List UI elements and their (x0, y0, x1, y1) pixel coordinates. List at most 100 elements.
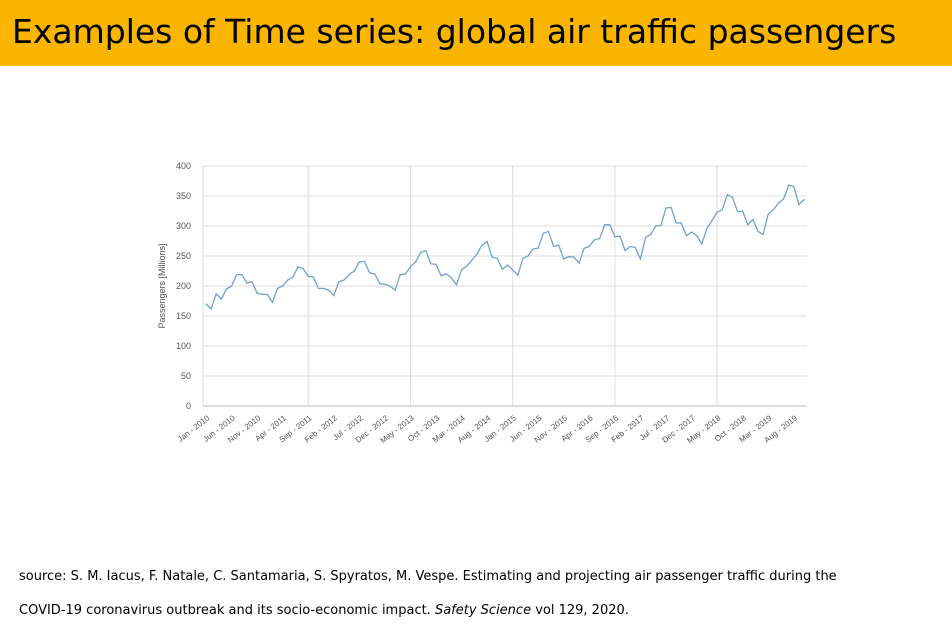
data-point (675, 222, 677, 224)
data-point (276, 287, 279, 289)
data-point (655, 225, 657, 227)
data-point (690, 231, 693, 233)
data-point (287, 279, 289, 281)
data-point (680, 222, 682, 224)
data-point (501, 268, 504, 270)
data-point (440, 275, 442, 277)
data-point (629, 245, 631, 247)
data-point (803, 199, 805, 201)
data-point (466, 265, 468, 267)
data-point (404, 273, 406, 275)
data-point (205, 303, 207, 305)
y-tick-label: 200 (176, 281, 191, 291)
data-point (271, 301, 274, 303)
data-point (420, 251, 422, 253)
data-point (798, 203, 800, 205)
y-tick-label: 100 (176, 341, 191, 351)
data-point (292, 276, 294, 278)
data-point (665, 207, 667, 209)
data-point (506, 264, 509, 266)
data-point (450, 277, 452, 279)
data-point (624, 250, 626, 252)
data-point (333, 295, 335, 297)
data-point (696, 235, 698, 237)
data-point (588, 245, 590, 247)
data-point (409, 266, 412, 268)
series-line (205, 184, 805, 310)
data-point (660, 224, 662, 226)
data-point (374, 273, 376, 275)
title-bar: Examples of Time series: global air traf… (0, 0, 952, 66)
data-point (338, 281, 340, 283)
data-point (343, 279, 345, 281)
data-point (471, 259, 473, 261)
data-point (752, 218, 754, 220)
source-citation-line1: source: S. M. Iacus, F. Natale, C. Santa… (19, 569, 837, 584)
y-tick-label: 150 (176, 311, 191, 321)
data-point (644, 236, 647, 238)
data-point (736, 211, 739, 213)
data-point (542, 232, 544, 234)
data-point (517, 274, 519, 276)
y-tick-label: 50 (181, 371, 191, 381)
data-point (793, 185, 795, 187)
data-point (568, 256, 570, 258)
data-point (256, 292, 258, 294)
data-point (650, 233, 652, 235)
data-point (573, 256, 575, 258)
data-point (747, 224, 749, 226)
data-point (394, 289, 396, 291)
data-point (215, 293, 217, 295)
data-point (558, 244, 560, 246)
y-axis-ticks: 0 50 100 150 200 250 300 350 400 (176, 161, 191, 411)
data-point (532, 248, 534, 250)
data-point (261, 293, 263, 295)
data-point (251, 281, 253, 283)
y-tick-label: 250 (176, 251, 191, 261)
data-point (282, 285, 284, 287)
data-point (363, 260, 366, 262)
data-point (563, 258, 565, 260)
y-tick-label: 400 (176, 161, 191, 171)
data-point (777, 202, 780, 204)
data-point (322, 287, 325, 289)
data-point (307, 275, 309, 277)
data-point (578, 262, 580, 264)
data-point (726, 194, 728, 196)
data-point (496, 257, 498, 259)
data-point (512, 269, 514, 271)
data-point (455, 284, 458, 286)
data-point (552, 245, 555, 247)
data-point (368, 272, 371, 274)
data-point (445, 273, 447, 275)
data-point (430, 263, 432, 265)
data-point (731, 196, 734, 198)
data-point (527, 255, 529, 257)
journal-name: Safety Science (434, 603, 532, 618)
data-point (706, 227, 708, 229)
data-point (266, 293, 268, 295)
data-point (225, 288, 228, 290)
citation-text: COVID-19 coronavirus outbreak and its so… (19, 603, 435, 618)
data-point (389, 285, 391, 287)
data-point (772, 209, 774, 211)
data-point (414, 261, 417, 263)
y-tick-label: 350 (176, 191, 191, 201)
citation-volume: vol 129, 2020. (531, 603, 629, 618)
data-point (547, 230, 550, 232)
data-point (312, 276, 314, 278)
data-point (481, 244, 483, 246)
data-point (742, 210, 744, 212)
data-point (486, 241, 488, 243)
data-point (701, 243, 703, 245)
slide-title: Examples of Time series: global air traf… (12, 12, 897, 51)
data-point (246, 282, 248, 284)
series-points (205, 184, 805, 310)
data-point (537, 247, 539, 249)
data-point (236, 274, 238, 276)
data-point (399, 274, 401, 276)
data-point (711, 220, 713, 222)
data-point (767, 213, 769, 215)
